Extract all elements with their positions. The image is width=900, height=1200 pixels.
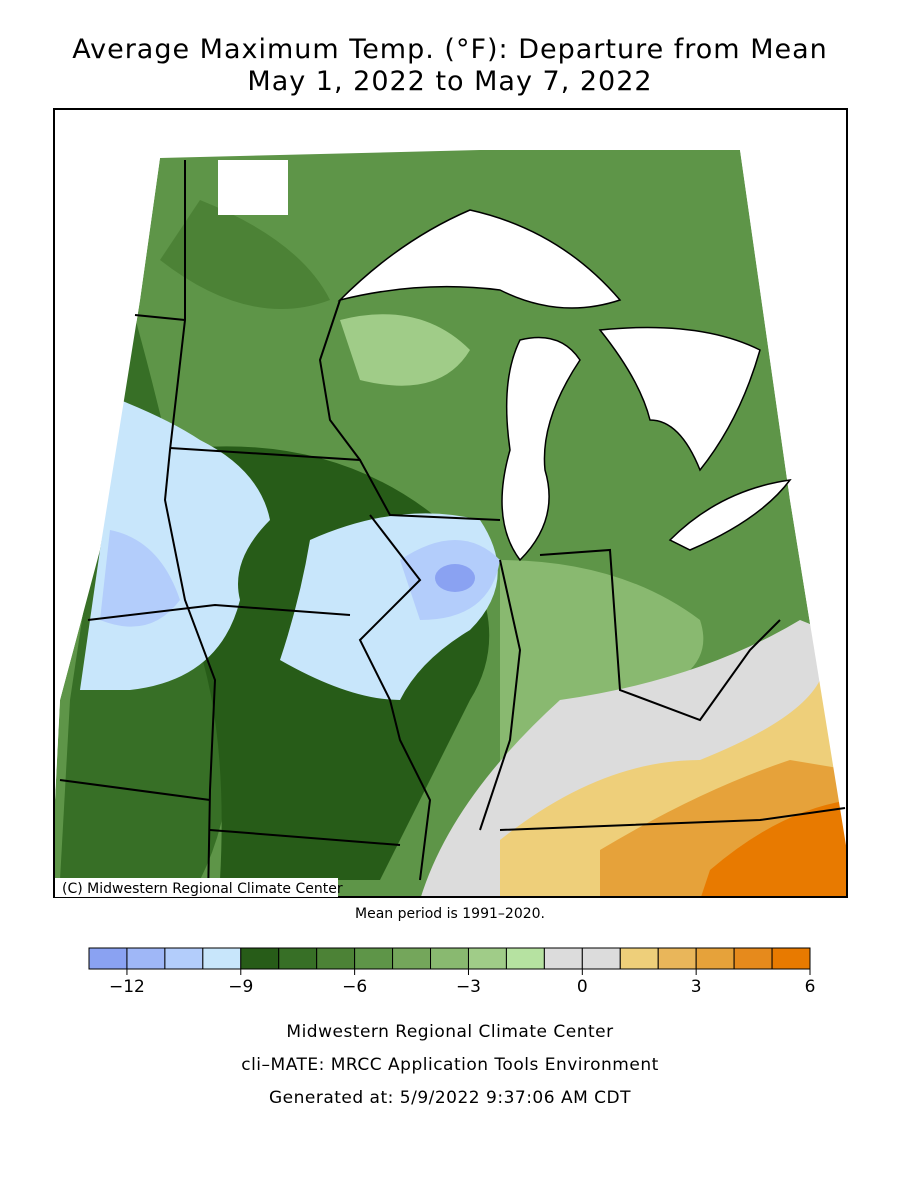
- lake-erie: [668, 479, 792, 551]
- colorbar-tick-label: −3: [456, 977, 481, 997]
- map-frame: [53, 108, 848, 898]
- colorbar-box: [467, 947, 507, 970]
- footer: Midwestern Regional Climate Center cli–MA…: [241, 1022, 659, 1108]
- colorbar-box: [88, 947, 128, 970]
- footer-line: cli–MATE: MRCC Application Tools Environ…: [241, 1055, 659, 1075]
- colorbar-box: [543, 947, 583, 970]
- colorbar-tick-label: −9: [228, 977, 253, 997]
- region: [100, 530, 180, 627]
- colorbar-box: [505, 947, 545, 970]
- footer-line: Generated at: 5/9/2022 9:37:06 AM CDT: [269, 1088, 631, 1108]
- subtitle: May 1, 2022 to May 7, 2022: [247, 66, 652, 97]
- colorbar-box: [581, 947, 621, 970]
- colorbar-tick-label: −12: [109, 977, 145, 997]
- lake-superior: [337, 209, 622, 309]
- colorbar-box: [695, 947, 735, 970]
- colorbar-tick-label: 6: [805, 977, 816, 997]
- colorbar-box: [392, 947, 432, 970]
- mean-period: Mean period is 1991–2020.: [355, 906, 545, 922]
- colorbar-box: [354, 947, 394, 970]
- footer-line: Midwestern Regional Climate Center: [286, 1022, 613, 1042]
- title: Average Maximum Temp. (°F): Departure fr…: [72, 34, 828, 65]
- state-border: [163, 160, 217, 897]
- colorbar-box: [430, 947, 469, 970]
- region: [435, 564, 475, 592]
- colorbar-box: [126, 947, 166, 970]
- copyright-box: [55, 878, 338, 897]
- colorbar-box: [316, 947, 356, 970]
- copyright: (C) Midwestern Regional Climate Center: [62, 881, 343, 897]
- region: [500, 560, 704, 820]
- colorbar-tick-label: 0: [577, 977, 588, 997]
- colorbar-tick-label: −6: [342, 977, 367, 997]
- colorbar-box: [240, 947, 280, 970]
- colorbar-box: [733, 947, 773, 970]
- colorbar-tick-label: 3: [691, 977, 702, 997]
- region: [340, 314, 470, 386]
- lake-huron: [598, 326, 761, 472]
- colorbar-box: [278, 947, 318, 970]
- colorbar-box: [619, 947, 659, 970]
- colorbar-box: [164, 947, 204, 970]
- colorbar: −12 −9 −6 −3 0 3 6: [88, 947, 816, 997]
- lake-michigan: [501, 336, 581, 562]
- colorbar-box: [771, 947, 811, 970]
- colorbar-box: [202, 947, 242, 970]
- state-border: [318, 299, 846, 831]
- state-border: [59, 314, 501, 881]
- region: [160, 200, 330, 309]
- region: [701, 800, 847, 897]
- colorbar-box: [657, 947, 697, 970]
- map: (C) Midwestern Regional Climate Center: [53, 108, 848, 898]
